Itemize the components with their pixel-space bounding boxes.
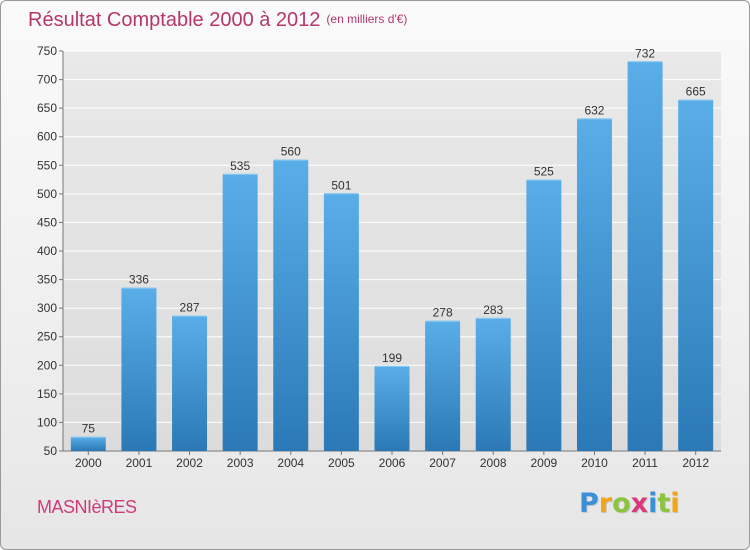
x-tick-label: 2012 <box>682 456 709 470</box>
logo-letter: x <box>630 488 649 519</box>
y-tick-label: 100 <box>37 415 57 429</box>
y-tick-label: 250 <box>37 330 57 344</box>
bar <box>475 317 511 451</box>
x-tick-label: 2001 <box>126 456 153 470</box>
x-tick-label: 2003 <box>227 456 254 470</box>
y-tick-label: 300 <box>37 301 57 315</box>
bar <box>222 173 258 451</box>
data-label: 665 <box>686 85 706 99</box>
logo-letter: r <box>598 488 613 519</box>
data-label: 199 <box>382 351 402 365</box>
bar <box>576 118 612 451</box>
y-tick-label: 50 <box>44 444 58 458</box>
data-label: 525 <box>534 165 554 179</box>
bar <box>425 320 461 451</box>
x-tick-label: 2010 <box>581 456 608 470</box>
y-tick-label: 200 <box>37 358 57 372</box>
bar <box>678 99 714 452</box>
x-tick-label: 2008 <box>480 456 507 470</box>
chart-title: Résultat Comptable 2000 à 2012 (en millie… <box>28 9 407 32</box>
x-tick-label: 2006 <box>379 456 406 470</box>
bar <box>627 61 663 452</box>
data-label: 732 <box>635 46 655 60</box>
data-label: 278 <box>433 306 453 320</box>
title-text: Résultat Comptable 2000 à 2012 <box>28 9 321 31</box>
x-tick-label: 2005 <box>328 456 355 470</box>
bar <box>526 179 562 452</box>
data-label: 501 <box>331 178 351 192</box>
y-tick-label: 550 <box>37 158 57 172</box>
logo-letter: i <box>648 488 658 519</box>
bar <box>172 315 208 451</box>
y-tick-label: 750 <box>37 44 57 58</box>
y-tick-label: 150 <box>37 387 57 401</box>
proxiti-logo: Proxiti <box>579 488 680 519</box>
y-tick-label: 450 <box>37 215 57 229</box>
x-tick-label: 2000 <box>75 456 102 470</box>
x-tick-label: 2002 <box>176 456 203 470</box>
data-label: 75 <box>82 422 96 436</box>
data-label: 632 <box>584 103 604 117</box>
y-tick-label: 700 <box>37 73 57 87</box>
y-tick-label: 600 <box>37 130 57 144</box>
data-label: 283 <box>483 303 503 317</box>
bar <box>121 287 157 451</box>
y-tick-label: 500 <box>37 187 57 201</box>
data-label: 336 <box>129 273 149 287</box>
bar <box>374 365 410 451</box>
bar <box>273 159 309 452</box>
logo-letter: P <box>579 488 599 519</box>
commune-name: MASNIèRES <box>37 497 137 517</box>
x-tick-label: 2004 <box>277 456 304 470</box>
data-label: 287 <box>180 301 200 315</box>
data-label: 535 <box>230 159 250 173</box>
x-tick-label: 2009 <box>530 456 557 470</box>
x-tick-label: 2011 <box>632 456 658 470</box>
bar <box>70 436 106 451</box>
y-tick-label: 350 <box>37 273 57 287</box>
logo-letter: i <box>670 488 680 519</box>
logo-letter: o <box>612 488 631 519</box>
x-tick-label: 2007 <box>429 456 456 470</box>
data-label: 560 <box>281 145 301 159</box>
logo-letter: t <box>657 488 671 519</box>
y-tick-label: 650 <box>37 101 57 115</box>
bar <box>323 193 359 452</box>
chart-subtitle: (en milliers d'€) <box>326 12 408 26</box>
y-tick-label: 400 <box>37 244 57 258</box>
